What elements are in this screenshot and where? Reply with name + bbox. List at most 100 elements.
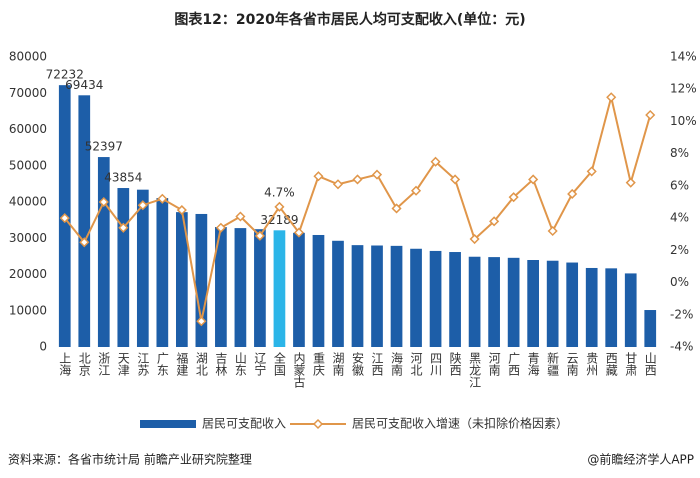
x-tick-label: 江西 — [370, 352, 384, 376]
marker — [567, 188, 578, 200]
data-label: 4.7% — [264, 185, 295, 199]
bar — [624, 273, 637, 347]
bar — [410, 248, 422, 347]
bar — [117, 188, 130, 347]
marker — [450, 174, 461, 185]
bar — [644, 310, 657, 347]
y2-tick-label: 8% — [670, 146, 689, 160]
x-tick-label: 黑龙江 — [468, 352, 482, 388]
x-tick-label: 浙江 — [97, 352, 111, 376]
y2-tick-label: 0% — [670, 275, 689, 289]
bar — [390, 245, 403, 347]
marker — [430, 156, 441, 167]
x-tick-label: 重庆 — [311, 352, 325, 376]
x-tick-label: 西藏 — [604, 352, 618, 377]
bar — [293, 232, 305, 347]
bar — [156, 198, 169, 347]
x-tick-label: 北京 — [77, 352, 91, 377]
y-tick-label: 0 — [39, 340, 47, 354]
bar — [254, 229, 266, 347]
x-tick-label: 吉林 — [214, 352, 228, 376]
x-tick-label: 甘肃 — [624, 352, 638, 377]
marker — [469, 233, 480, 245]
y2-tick-label: -2% — [670, 307, 693, 321]
x-tick-label: 陕西 — [448, 351, 462, 376]
bar — [273, 230, 286, 347]
x-tick-label: 广西 — [507, 352, 521, 376]
x-tick-label: 安徽 — [351, 351, 365, 376]
marker — [508, 192, 519, 203]
marker — [215, 222, 226, 233]
y2-tick-label: 12% — [670, 82, 697, 96]
marker — [371, 169, 383, 180]
bar — [585, 267, 598, 347]
bar — [449, 252, 461, 347]
x-tick-label: 全国 — [272, 351, 286, 376]
chart-title: 图表12：2020年各省市居民人均可支配收入(单位：元) — [174, 11, 525, 28]
x-tick-label: 新疆 — [546, 351, 560, 376]
y-tick-label: 30000 — [9, 231, 47, 245]
marker — [410, 185, 422, 196]
x-tick-label: 山西 — [643, 352, 657, 376]
bar — [605, 268, 618, 347]
bar — [312, 234, 325, 347]
y2-tick-label: -4% — [670, 340, 693, 354]
x-tick-label: 青海 — [526, 352, 540, 376]
x-tick-label: 河北 — [409, 352, 423, 377]
bar — [371, 245, 383, 347]
data-label: 69434 — [65, 78, 103, 92]
marker — [79, 237, 90, 248]
marker — [547, 225, 558, 237]
legend-label: 居民可支配收入增速（未扣除价格因素） — [352, 416, 568, 431]
bar — [351, 245, 364, 347]
y2-tick-label: 10% — [670, 114, 697, 128]
x-tick-label: 山东 — [233, 352, 247, 376]
bar — [176, 212, 188, 347]
bar — [488, 257, 500, 347]
y2-tick-label: 6% — [670, 178, 689, 192]
bar — [234, 228, 247, 347]
marker — [137, 200, 148, 211]
x-tick-label: 贵州 — [585, 352, 599, 376]
data-label: 52397 — [85, 140, 123, 154]
marker — [352, 174, 363, 185]
bar — [97, 157, 110, 347]
marker — [606, 92, 617, 103]
legend-swatch — [140, 420, 196, 428]
marker — [157, 193, 168, 204]
legend-swatch — [312, 418, 324, 430]
x-tick-label: 内蒙古 — [292, 352, 306, 388]
marker — [645, 109, 656, 121]
x-tick-label: 广东 — [155, 352, 169, 376]
y-tick-label: 50000 — [9, 158, 47, 172]
x-tick-label: 江苏 — [136, 352, 150, 376]
marker — [391, 203, 402, 214]
marker — [98, 196, 109, 208]
x-tick-label: 湖南 — [331, 351, 345, 376]
data-label: 43854 — [104, 171, 142, 185]
x-tick-label: 河南 — [487, 352, 501, 376]
marker — [274, 201, 285, 212]
credit: @前瞻经济学人APP — [587, 452, 694, 467]
marker — [254, 230, 265, 241]
y-tick-label: 70000 — [9, 86, 47, 100]
marker — [489, 216, 500, 227]
legend-label: 居民可支配收入 — [202, 417, 286, 431]
y-tick-label: 20000 — [9, 267, 47, 281]
y2-tick-label: 14% — [670, 50, 697, 64]
y-tick-label: 60000 — [9, 122, 47, 136]
bar — [527, 260, 539, 347]
y-tick-label: 40000 — [9, 195, 47, 209]
marker — [196, 316, 207, 327]
data-label: 32189 — [260, 213, 298, 227]
x-tick-label: 四川 — [429, 352, 443, 376]
x-tick-label: 辽宁 — [253, 352, 267, 376]
source: 资料来源：各省市统计局 前瞻产业研究院整理 — [8, 452, 252, 467]
x-tick-label: 上海 — [58, 352, 72, 376]
bar — [195, 213, 208, 347]
marker — [235, 211, 246, 222]
bar — [332, 240, 344, 347]
y-tick-label: 80000 — [9, 50, 47, 64]
marker — [332, 179, 344, 190]
marker — [59, 213, 70, 224]
